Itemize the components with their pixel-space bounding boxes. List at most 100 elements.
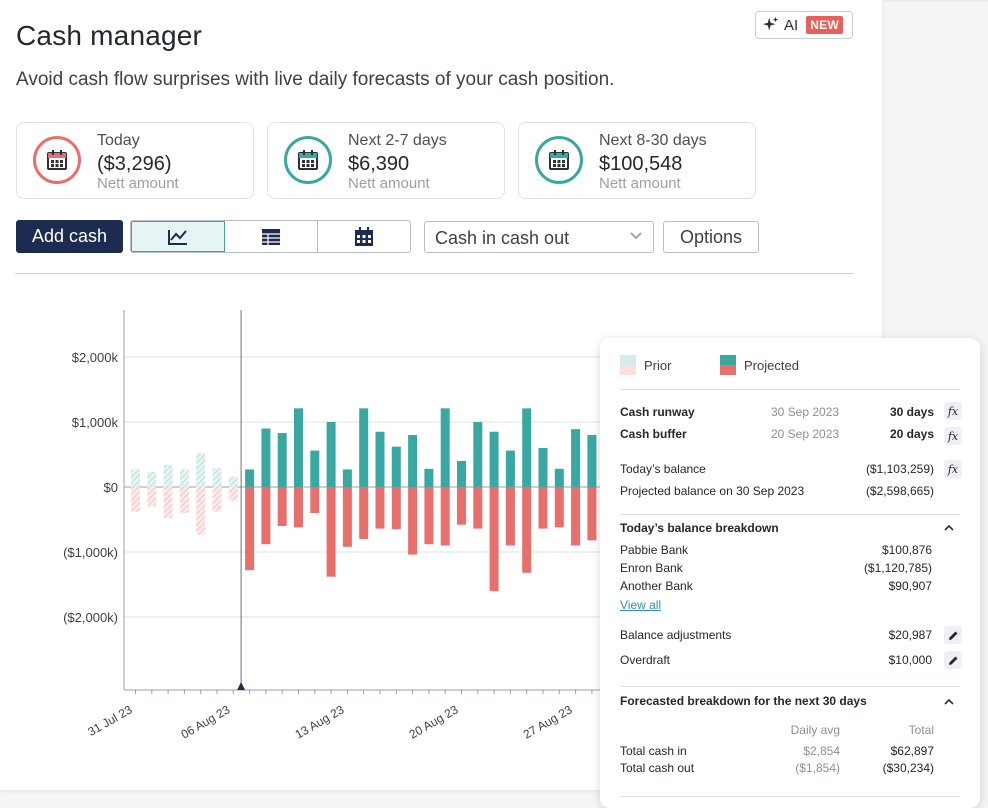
- bar-cash-out: [440, 487, 450, 546]
- cash-buffer-label: Cash buffer: [620, 427, 687, 441]
- bar-cash-in: [326, 422, 336, 487]
- summary-card-next-2-7[interactable]: Next 2-7 days $6,390 Nett amount: [267, 122, 505, 199]
- total-cash-out-row: Total cash out ($1,854) ($30,234): [620, 761, 960, 777]
- forecast-header[interactable]: Forecasted breakdown for the next 30 day…: [620, 694, 960, 710]
- summary-label: Next 8-30 days: [599, 132, 707, 149]
- today-marker-icon: [237, 682, 246, 690]
- bar-cash-in: [212, 468, 222, 487]
- bar-cash-out: [147, 487, 157, 507]
- calendar-icon: [284, 136, 332, 184]
- summary-amount: $100,548: [599, 153, 683, 175]
- chevron-up-icon: [944, 524, 954, 531]
- formula-icon[interactable]: fx: [944, 427, 962, 445]
- todays-balance-value: ($1,103,259): [865, 462, 934, 476]
- x-tick-label: 13 Aug 23: [293, 702, 347, 741]
- ai-label: AI: [784, 16, 799, 34]
- edit-icon[interactable]: [944, 651, 962, 669]
- calendar-icon: [33, 136, 81, 184]
- bank-name: Enron Bank: [620, 561, 683, 575]
- bar-cash-in: [294, 408, 303, 487]
- bar-cash-out: [342, 487, 352, 547]
- overdraft-value: $10,000: [888, 653, 932, 667]
- legend-projected: Projected: [720, 355, 799, 375]
- bar-cash-in: [408, 435, 418, 487]
- bar-cash-out: [277, 487, 287, 526]
- calendar-view-button[interactable]: [318, 221, 410, 252]
- ai-new-badge: NEW: [806, 16, 844, 34]
- view-all-row: View all: [620, 598, 960, 614]
- forecast-column-headers: Daily avg Total: [620, 723, 960, 739]
- sparkle-icon: [762, 16, 779, 31]
- view-mode-switch: [130, 220, 411, 253]
- chart-view-button[interactable]: [131, 221, 225, 252]
- bar-cash-in: [342, 469, 352, 487]
- cash-buffer-date: 20 Sep 2023: [771, 427, 840, 441]
- bank-name: Another Bank: [620, 579, 693, 593]
- cash-runway-row: Cash runway 30 Sep 2023 30 days: [620, 405, 960, 421]
- page-title: Cash manager: [16, 20, 203, 51]
- options-button[interactable]: Options: [663, 221, 759, 253]
- y-tick-label: $1,000k: [72, 415, 119, 430]
- bar-cash-out: [326, 487, 336, 577]
- formula-icon[interactable]: fx: [944, 460, 962, 478]
- overdraft-label: Overdraft: [620, 653, 671, 667]
- bar-cash-out: [473, 487, 483, 529]
- formula-icon[interactable]: fx: [944, 402, 962, 420]
- legend-prior-label: Prior: [644, 357, 672, 373]
- overdraft-row: Overdraft $10,000: [620, 653, 960, 669]
- view-all-link[interactable]: View all: [620, 598, 662, 612]
- bar-cash-out: [538, 487, 548, 529]
- chevron-up-icon: [944, 698, 954, 705]
- summary-amount: ($3,296): [97, 153, 172, 175]
- bar-cash-out: [359, 487, 369, 539]
- bar-cash-out: [179, 487, 189, 513]
- bar-cash-out: [457, 487, 466, 525]
- panel-divider: [620, 796, 960, 797]
- bar-cash-out: [505, 487, 515, 546]
- add-cash-button[interactable]: Add cash: [16, 220, 123, 253]
- summary-label: Today: [97, 132, 140, 149]
- bar-cash-in: [375, 431, 385, 487]
- balance-adjustments-value: $20,987: [888, 628, 932, 642]
- total-cash-in-daily: $2,854: [803, 744, 840, 758]
- bar-cash-in: [489, 431, 499, 487]
- view-type-select[interactable]: Cash in cash out: [424, 221, 654, 253]
- total-cash-out-daily: ($1,854): [795, 761, 840, 775]
- table-view-button[interactable]: [225, 221, 318, 252]
- ai-button[interactable]: AI NEW: [755, 11, 853, 39]
- bar-cash-out: [489, 487, 499, 591]
- bank-row: Pabbie Bank $100,876: [620, 543, 960, 559]
- y-tick-label: ($2,000k): [63, 610, 118, 625]
- cash-runway-value: 30 days: [889, 405, 934, 419]
- y-tick-label: $2,000k: [72, 350, 119, 365]
- summary-sub: Nett amount: [97, 175, 179, 192]
- bar-cash-out: [424, 487, 434, 545]
- balance-adjustments-row: Balance adjustments $20,987: [620, 628, 960, 644]
- bar-cash-in: [277, 433, 287, 487]
- x-tick-label: 06 Aug 23: [178, 702, 232, 741]
- bar-cash-in: [587, 435, 597, 487]
- bank-value: ($1,120,785): [863, 561, 932, 575]
- chevron-down-icon: [630, 232, 642, 240]
- edit-icon[interactable]: [944, 626, 962, 644]
- summary-card-today[interactable]: Today ($3,296) Nett amount: [16, 122, 254, 199]
- bar-cash-in: [554, 468, 564, 487]
- total-cash-in-row: Total cash in $2,854 $62,897: [620, 744, 960, 760]
- bar-cash-out: [554, 487, 564, 528]
- todays-balance-label: Today’s balance: [620, 462, 706, 476]
- bar-cash-out: [408, 487, 418, 555]
- x-tick-label: 31 Jul 23: [85, 702, 134, 739]
- y-tick-label: ($1,000k): [63, 545, 118, 560]
- bar-cash-in: [228, 476, 238, 487]
- summary-sub: Nett amount: [599, 175, 681, 192]
- calendar-icon: [355, 226, 373, 246]
- summary-card-next-8-30[interactable]: Next 8-30 days $100,548 Nett amount: [518, 122, 756, 199]
- cash-runway-label: Cash runway: [620, 405, 695, 419]
- toolbar-divider: [15, 273, 854, 274]
- total-cash-in-total: $62,897: [890, 744, 934, 758]
- bar-cash-in: [131, 469, 140, 487]
- bar-cash-in: [163, 464, 173, 487]
- bar-cash-out: [196, 487, 206, 535]
- breakdown-header[interactable]: Today’s balance breakdown: [620, 521, 960, 537]
- bank-value: $90,907: [888, 579, 932, 593]
